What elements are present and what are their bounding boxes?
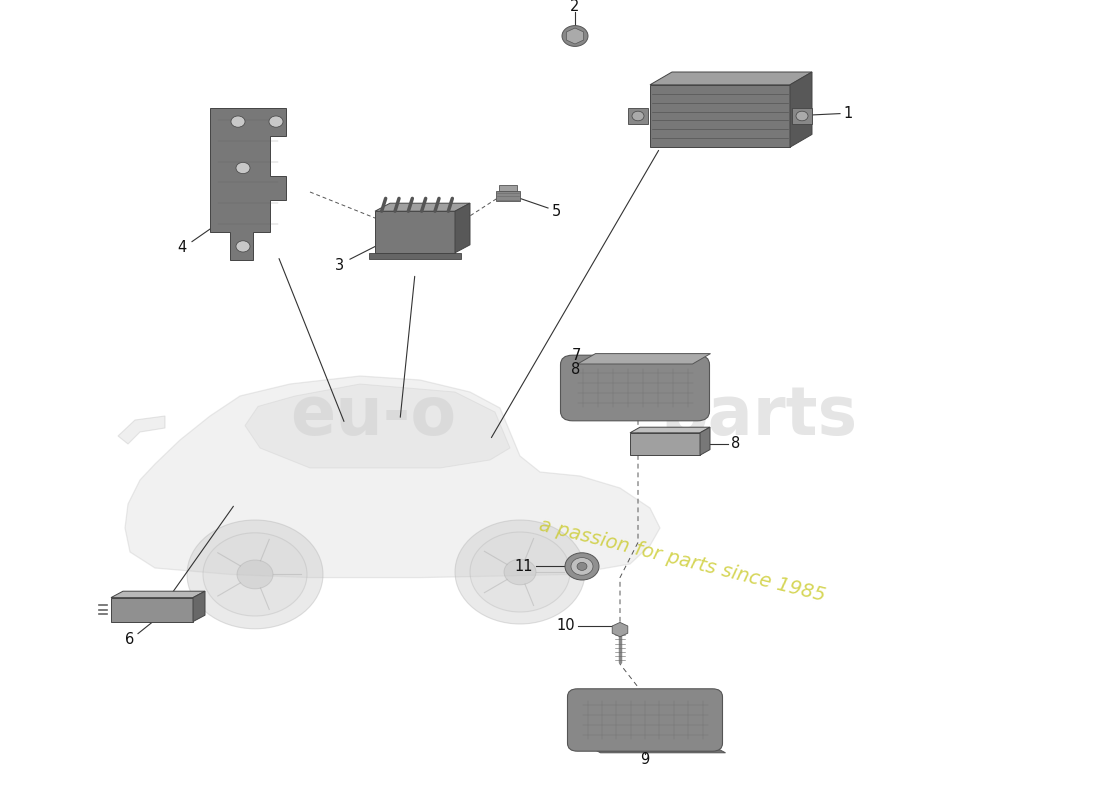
FancyBboxPatch shape	[561, 355, 710, 421]
Polygon shape	[650, 85, 790, 147]
Polygon shape	[630, 433, 700, 455]
Circle shape	[204, 533, 307, 616]
Polygon shape	[790, 72, 812, 147]
Polygon shape	[650, 72, 812, 85]
Text: 9: 9	[640, 753, 650, 767]
Polygon shape	[455, 203, 470, 253]
Polygon shape	[499, 185, 517, 191]
Circle shape	[270, 116, 283, 127]
Circle shape	[455, 520, 585, 624]
Circle shape	[236, 560, 273, 589]
Circle shape	[562, 26, 588, 46]
Polygon shape	[630, 427, 710, 433]
Text: 2: 2	[570, 0, 580, 14]
Text: 10: 10	[557, 618, 575, 633]
Polygon shape	[375, 211, 455, 253]
Text: 8: 8	[732, 437, 740, 451]
Polygon shape	[118, 416, 165, 444]
Text: 1: 1	[844, 106, 852, 121]
Circle shape	[796, 111, 808, 121]
FancyBboxPatch shape	[568, 689, 723, 751]
Polygon shape	[578, 354, 711, 364]
Circle shape	[187, 520, 323, 629]
Polygon shape	[700, 427, 710, 455]
Text: 5: 5	[551, 204, 561, 218]
Circle shape	[236, 162, 250, 174]
Text: 11: 11	[515, 559, 534, 574]
Polygon shape	[111, 598, 192, 622]
Circle shape	[578, 562, 587, 570]
Text: 6: 6	[125, 633, 134, 647]
Text: 7: 7	[571, 348, 581, 362]
Polygon shape	[125, 376, 660, 578]
Polygon shape	[496, 191, 520, 201]
Polygon shape	[583, 743, 726, 753]
Polygon shape	[375, 203, 470, 211]
Polygon shape	[368, 253, 461, 259]
Circle shape	[632, 111, 644, 121]
Polygon shape	[245, 384, 510, 468]
Polygon shape	[192, 591, 205, 622]
Text: 8: 8	[571, 362, 581, 377]
Text: eu-o: eu-o	[290, 383, 456, 449]
Text: 3: 3	[336, 258, 344, 273]
Polygon shape	[792, 108, 812, 124]
Polygon shape	[111, 591, 205, 598]
Text: a passion for parts since 1985: a passion for parts since 1985	[537, 515, 827, 605]
Circle shape	[571, 558, 593, 575]
Polygon shape	[566, 28, 584, 44]
Polygon shape	[628, 108, 648, 124]
Circle shape	[470, 532, 570, 612]
Circle shape	[504, 559, 536, 585]
Circle shape	[565, 553, 600, 580]
Circle shape	[236, 241, 250, 252]
Text: 4: 4	[177, 241, 187, 255]
Polygon shape	[210, 108, 286, 260]
Polygon shape	[613, 622, 628, 637]
Text: parts: parts	[660, 383, 857, 449]
Circle shape	[231, 116, 245, 127]
